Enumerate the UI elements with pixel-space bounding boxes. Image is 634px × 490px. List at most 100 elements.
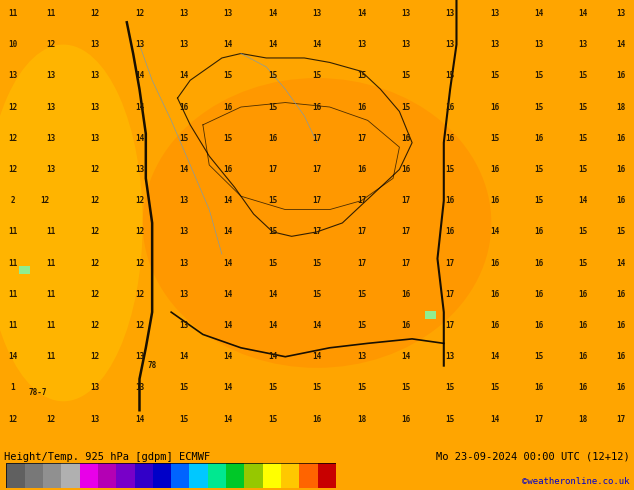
Text: 14: 14 [534, 9, 543, 18]
Text: 14: 14 [135, 102, 144, 112]
Text: 16: 16 [534, 259, 543, 268]
Text: 13: 13 [179, 321, 188, 330]
Text: 14: 14 [224, 321, 233, 330]
Text: 15: 15 [224, 72, 233, 80]
Text: 12: 12 [91, 9, 100, 18]
Text: 16: 16 [357, 102, 366, 112]
Text: 12: 12 [135, 321, 144, 330]
Text: 16: 16 [534, 384, 543, 392]
Text: 17: 17 [357, 227, 366, 236]
Bar [190, 463, 208, 488]
Text: 16: 16 [490, 290, 499, 299]
Text: 12: 12 [46, 40, 55, 49]
Text: 10: 10 [8, 40, 17, 49]
Text: 15: 15 [268, 102, 277, 112]
Text: 12: 12 [46, 415, 55, 424]
Text: 13: 13 [46, 102, 55, 112]
Text: 14: 14 [268, 9, 277, 18]
Text: 13: 13 [179, 40, 188, 49]
Text: 13: 13 [46, 134, 55, 143]
Text: 14: 14 [224, 227, 233, 236]
Text: 13: 13 [401, 9, 410, 18]
Text: 14: 14 [224, 352, 233, 361]
Text: 14: 14 [268, 290, 277, 299]
Text: 16: 16 [617, 134, 626, 143]
Text: 16: 16 [446, 102, 455, 112]
Text: 13: 13 [179, 196, 188, 205]
Text: 14: 14 [401, 352, 410, 361]
Text: 15: 15 [357, 321, 366, 330]
Text: 16: 16 [534, 134, 543, 143]
Text: 13: 13 [313, 9, 321, 18]
Text: 16: 16 [617, 196, 626, 205]
Bar [262, 463, 281, 488]
Text: 15: 15 [268, 72, 277, 80]
Text: 1: 1 [10, 384, 15, 392]
Text: 2: 2 [10, 196, 15, 205]
Text: 12: 12 [8, 415, 17, 424]
Text: 14: 14 [179, 72, 188, 80]
Text: 14: 14 [357, 9, 366, 18]
Text: 13: 13 [179, 290, 188, 299]
Text: 16: 16 [579, 321, 588, 330]
Text: 15: 15 [268, 384, 277, 392]
Text: 12: 12 [91, 259, 100, 268]
Text: 13: 13 [135, 165, 144, 174]
Text: 13: 13 [179, 227, 188, 236]
Text: 12: 12 [135, 9, 144, 18]
Text: 13: 13 [135, 352, 144, 361]
Text: 15: 15 [490, 134, 499, 143]
Text: 13: 13 [46, 72, 55, 80]
Text: 13: 13 [579, 40, 588, 49]
Text: 16: 16 [617, 384, 626, 392]
Text: 13: 13 [617, 9, 626, 18]
Text: 14: 14 [268, 352, 277, 361]
Text: 15: 15 [268, 259, 277, 268]
Text: 11: 11 [46, 259, 55, 268]
Text: 14: 14 [617, 40, 626, 49]
Text: 15: 15 [534, 196, 543, 205]
Ellipse shape [143, 78, 491, 368]
Text: 15: 15 [579, 227, 588, 236]
Bar [25, 463, 43, 488]
Bar [19, 266, 30, 274]
Bar [425, 311, 436, 319]
Text: 13: 13 [534, 40, 543, 49]
Text: 16: 16 [401, 321, 410, 330]
Text: 15: 15 [490, 72, 499, 80]
Text: 16: 16 [313, 415, 321, 424]
Text: 14: 14 [224, 290, 233, 299]
Text: 15: 15 [268, 415, 277, 424]
Text: 14: 14 [179, 165, 188, 174]
Text: 14: 14 [313, 321, 321, 330]
Text: 78: 78 [148, 361, 157, 370]
Bar [226, 463, 245, 488]
Text: 13: 13 [91, 102, 100, 112]
Text: 12: 12 [8, 134, 17, 143]
Text: 13: 13 [91, 72, 100, 80]
Text: 12: 12 [91, 165, 100, 174]
Text: 11: 11 [46, 9, 55, 18]
Text: 13: 13 [446, 9, 455, 18]
Bar [299, 463, 318, 488]
Text: 15: 15 [401, 384, 410, 392]
Text: 11: 11 [46, 290, 55, 299]
Text: 14: 14 [224, 384, 233, 392]
Text: 18: 18 [357, 415, 366, 424]
Text: 16: 16 [268, 134, 277, 143]
Text: 15: 15 [357, 72, 366, 80]
Text: 16: 16 [490, 321, 499, 330]
Text: 11: 11 [8, 259, 17, 268]
Text: 15: 15 [313, 290, 321, 299]
Text: 15: 15 [313, 259, 321, 268]
Text: 17: 17 [446, 259, 455, 268]
Text: 16: 16 [617, 165, 626, 174]
Text: 13: 13 [46, 165, 55, 174]
Text: 15: 15 [357, 290, 366, 299]
Text: 16: 16 [179, 102, 188, 112]
Text: 15: 15 [401, 72, 410, 80]
Text: 15: 15 [534, 352, 543, 361]
Text: 16: 16 [617, 72, 626, 80]
Text: 15: 15 [179, 134, 188, 143]
Text: 15: 15 [579, 165, 588, 174]
